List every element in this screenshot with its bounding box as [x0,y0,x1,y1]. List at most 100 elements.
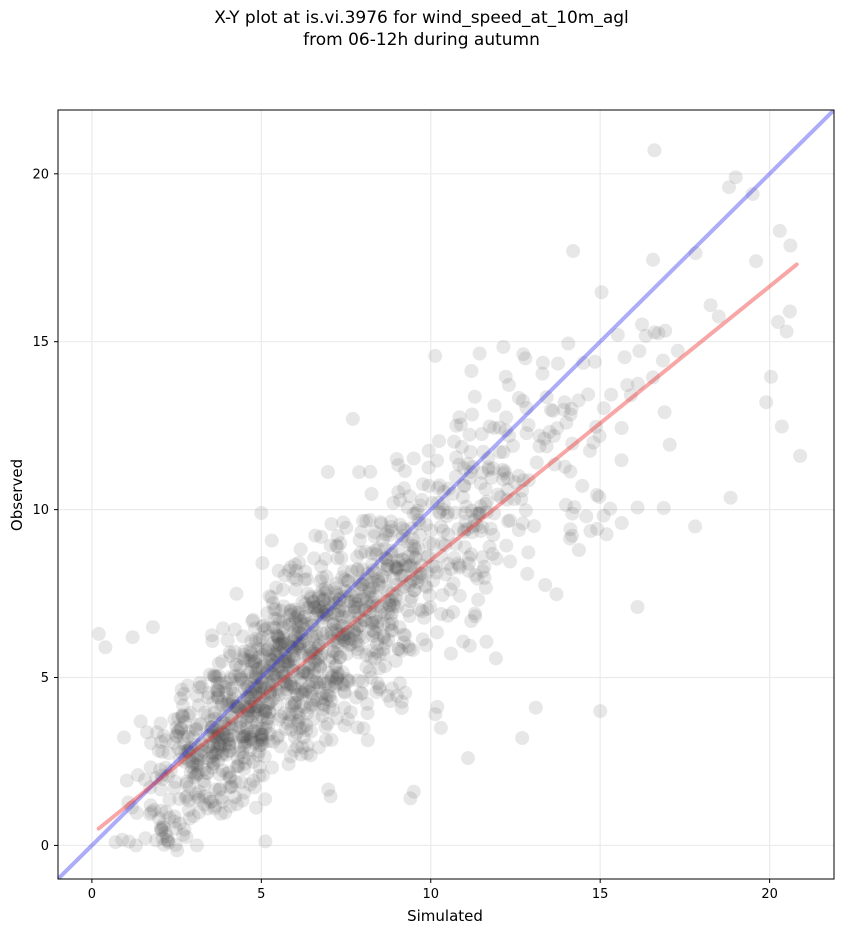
scatter-point [402,559,417,574]
scatter-point [341,594,356,609]
scatter-point [379,551,393,566]
scatter-point [350,642,365,657]
scatter-point [520,566,535,581]
scatter-point [477,570,492,585]
scatter-point [302,657,317,672]
scatter-point [347,600,362,615]
scatter-point [169,720,184,735]
scatter-point [291,619,306,634]
scatter-point [254,681,269,696]
scatter-point [269,682,284,697]
scatter-point [432,506,447,521]
scatter-point [411,541,426,556]
y-tick-label: 5 [41,671,49,686]
scatter-point [384,606,399,620]
scatter-point [236,732,251,747]
scatter-point [251,685,266,700]
scatter-point [563,531,577,546]
scatter-point [292,625,307,640]
scatter-point [472,506,487,521]
scatter-point [571,393,586,408]
scatter-point [490,487,505,502]
scatter-point [292,638,307,653]
scatter-point [542,424,557,439]
scatter-point [222,743,237,758]
scatter-point [241,727,256,742]
scatter-point [370,637,385,652]
scatter-point [246,612,261,627]
scatter-point [387,559,402,574]
scatter-point [257,689,272,704]
scatter-point [448,469,463,484]
scatter-point [237,761,252,776]
scatter-point [271,612,286,626]
scatter-point [389,452,404,467]
scatter-point [319,733,333,748]
scatter-point [274,646,288,661]
scatter-point [328,675,343,690]
scatter-point [356,513,370,528]
scatter-point [406,572,421,587]
scatter-point [280,716,295,731]
scatter-point [391,642,406,656]
scatter-point [324,625,339,640]
scatter-point [155,744,170,759]
scatter-point [333,618,348,633]
scatter-point [378,593,392,608]
scatter-point [224,779,239,793]
scatter-point [395,568,410,583]
scatter-point [324,732,339,747]
scatter-point [227,686,242,701]
scatter-point [205,720,220,735]
scatter-point [473,499,488,514]
scatter-point [339,646,354,661]
scatter-point [121,834,136,849]
scatter-point [452,410,467,425]
scatter-point [237,653,252,668]
scatter-point [435,588,450,603]
scatter-point [464,364,479,378]
scatter-point [565,528,580,543]
scatter-point [428,559,443,574]
scatter-point [474,427,489,441]
scatter-point [194,738,209,753]
scatter-point [295,648,309,663]
scatter-point [428,707,443,722]
scatter-point [419,638,434,653]
scatter-point [329,623,344,638]
scatter-point [332,650,347,664]
scatter-point [301,660,316,675]
scatter-point [496,339,511,354]
scatter-point [779,324,794,339]
scatter-point [347,604,362,619]
scatter-point [783,238,798,253]
scatter-point [410,575,425,589]
scatter-point [447,550,462,565]
scatter-point [258,644,273,659]
scatter-point [201,685,216,700]
scatter-point [380,584,395,599]
scatter-point [261,629,276,644]
scatter-point [287,624,302,639]
scatter-point [185,756,200,771]
scatter-point [318,677,333,691]
scatter-point [266,596,280,611]
scatter-point [177,715,192,730]
scatter-point [414,567,429,581]
scatter-point [210,726,225,740]
scatter-point [346,623,361,638]
scatter-point [327,590,342,605]
scatter-point [307,668,321,683]
scatter-point [333,536,348,551]
scatter-point [402,577,417,592]
scatter-point [160,833,175,848]
scatter-point [212,767,227,782]
scatter-point [557,395,572,410]
scatter-point [239,714,254,729]
scatter-point [351,673,366,688]
scatter-point [486,461,501,476]
scatter-point [462,471,477,486]
scatter-point [364,650,379,665]
scatter-point [539,439,554,454]
scatter-point [260,663,275,678]
